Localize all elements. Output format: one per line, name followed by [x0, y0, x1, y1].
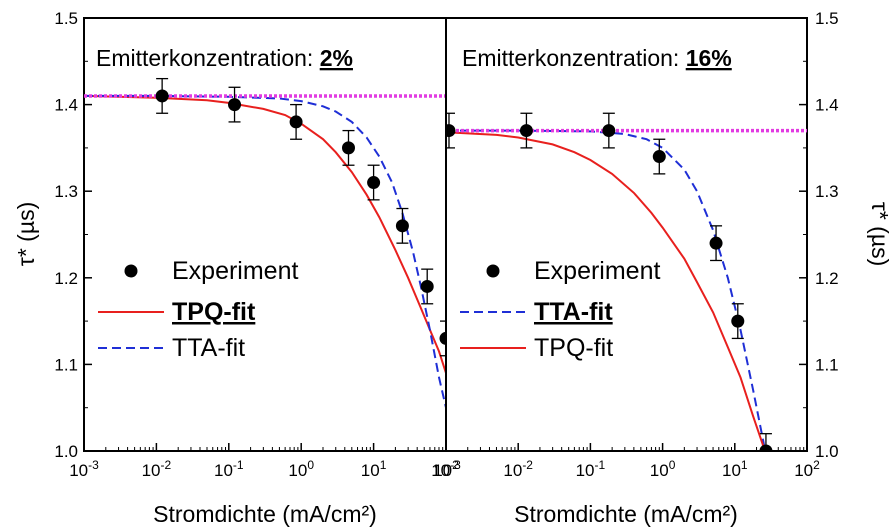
- left-x-tick-label: 10-3: [69, 458, 99, 480]
- left-x-tick-label: 10-2: [142, 458, 172, 480]
- right-x-axis-label: Stromdichte (mA/cm²): [514, 501, 738, 527]
- left-legend-marker: [124, 264, 138, 278]
- left-x-tick-label: 101: [361, 458, 387, 480]
- right-annotation: Emitterkonzentration: 16%: [462, 45, 732, 71]
- left-y-tick-label: 1.0: [54, 442, 78, 461]
- left-annotation: Emitterkonzentration: 2%: [96, 45, 353, 71]
- right-data-point: [731, 314, 745, 328]
- right-legend-marker: [486, 264, 500, 278]
- right-x-tick-label: 10-3: [431, 458, 461, 480]
- left-data-point: [439, 331, 446, 345]
- right-legend-label: TPQ-fit: [534, 334, 613, 362]
- right-x-tick-label: 100: [650, 458, 676, 480]
- left-y-tick-label: 1.2: [54, 269, 78, 288]
- right-data-point: [652, 150, 666, 164]
- left-data-point: [367, 176, 381, 190]
- right-data-point: [709, 236, 723, 250]
- right-x-tick-label: 10-1: [576, 458, 606, 480]
- left-tpq-fitline: [84, 94, 446, 374]
- left-plot-frame: [83, 17, 447, 452]
- left-y-tick-label: 1.3: [54, 182, 78, 201]
- right-y-tick-label: 1.3: [815, 182, 839, 201]
- left-legend-label: TTA-fit: [172, 334, 245, 362]
- left-data-point: [155, 89, 169, 103]
- left-data-point: [341, 141, 355, 155]
- left-tta-fitline: [84, 94, 446, 408]
- left-legend: Experiment TPQ-fit TTA-fit: [98, 257, 298, 362]
- left-y-tick-label: 1.5: [54, 9, 78, 28]
- left-x-tick-label: 100: [288, 458, 314, 480]
- right-y-tick-label: 1.2: [815, 269, 839, 288]
- right-legend-label: TTA-fit: [534, 298, 613, 326]
- left-x-tick-label: 10-1: [214, 458, 244, 480]
- right-legend: Experiment TTA-fit TPQ-fit: [460, 257, 660, 362]
- right-series-group: [446, 112, 807, 451]
- left-data-point: [420, 279, 434, 293]
- right-data-point: [602, 124, 616, 138]
- left-data-point: [228, 98, 242, 112]
- left-data-point: [395, 219, 409, 233]
- right-data-point: [519, 124, 533, 138]
- left-x-tick-label: 102: [433, 458, 459, 480]
- left-data-point: [289, 115, 303, 129]
- left-panel: Emitterkonzentration: 2% Stromdichte (mA…: [13, 45, 377, 527]
- right-y-tick-label: 1.5: [815, 9, 839, 28]
- right-x-tick-label: 101: [722, 458, 748, 480]
- right-x-tick-label: 10-2: [503, 458, 533, 480]
- right-y-tick-label: 1.0: [815, 442, 839, 461]
- right-y-axis-label: τ* (µs): [867, 202, 893, 267]
- left-y-tick-label: 1.1: [54, 355, 78, 374]
- right-data-point: [759, 444, 773, 451]
- right-x-tick-label: 102: [794, 458, 820, 480]
- right-data-point: [446, 124, 456, 138]
- right-tpq-fitline: [446, 131, 766, 451]
- right-y-tick-label: 1.4: [815, 96, 839, 115]
- left-series-group: [84, 77, 446, 408]
- left-legend-label: TPQ-fit: [172, 298, 256, 326]
- right-panel: Emitterkonzentration: 16% Stromdichte (m…: [462, 45, 893, 527]
- left-x-axis-label: Stromdichte (mA/cm²): [153, 501, 377, 527]
- right-y-tick-label: 1.1: [815, 355, 839, 374]
- left-y-axis-label: τ* (µs): [13, 202, 39, 267]
- left-legend-label: Experiment: [172, 257, 298, 285]
- left-y-tick-label: 1.4: [54, 96, 78, 115]
- right-legend-label: Experiment: [534, 257, 660, 285]
